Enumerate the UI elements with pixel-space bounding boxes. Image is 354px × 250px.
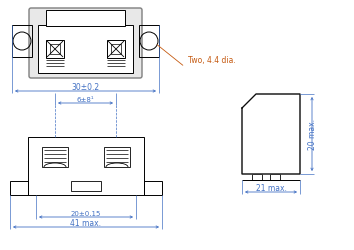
Text: 6±8¹: 6±8¹ [77, 96, 94, 102]
Bar [71, 181, 101, 191]
Bar [252, 174, 262, 180]
Bar [46, 41, 64, 59]
Bar [10, 181, 28, 195]
Bar [139, 26, 159, 58]
Bar [104, 148, 130, 167]
Text: 21 max.: 21 max. [256, 184, 286, 193]
Text: Two, 4.4 dia.: Two, 4.4 dia. [188, 56, 236, 65]
FancyBboxPatch shape [29, 9, 142, 79]
Bar [144, 181, 162, 195]
Bar [270, 174, 280, 180]
Text: 20 max.: 20 max. [308, 119, 317, 150]
Bar [111, 45, 121, 55]
Text: 20±0.15: 20±0.15 [71, 210, 101, 216]
Text: 41 max.: 41 max. [70, 219, 102, 228]
Text: 30±0.2: 30±0.2 [72, 83, 99, 92]
Bar [28, 138, 144, 195]
Bar [12, 26, 32, 58]
Bar [46, 11, 125, 27]
Bar [50, 45, 60, 55]
Bar [38, 26, 133, 74]
Bar [107, 41, 125, 59]
Bar [42, 148, 68, 167]
